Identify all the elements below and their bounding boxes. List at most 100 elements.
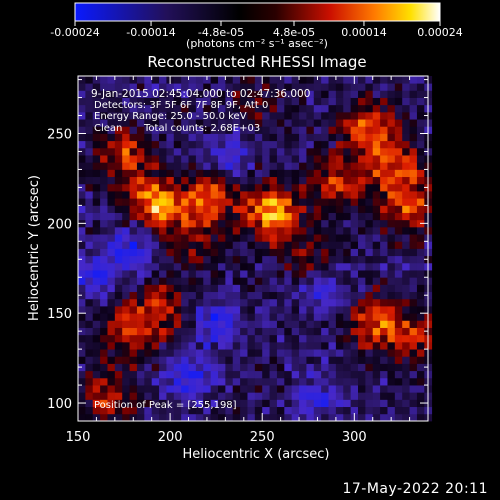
heatmap-cell [129,147,138,156]
heatmap-cell [409,363,418,372]
heatmap-cell [78,133,86,142]
heatmap-cell [188,262,197,271]
heatmap-cell [203,219,212,228]
colorbar [74,2,441,22]
heatmap-cell [321,241,329,249]
heatmap-cell [299,241,307,249]
heatmap-cell [188,298,197,307]
heatmap-cell [313,133,322,142]
heatmap-cell [269,327,278,336]
heatmap-cell [387,212,396,221]
heatmap-cell [181,363,189,372]
heatmap-cell [284,140,293,149]
heatmap-cell [306,133,315,142]
heatmap-cell [225,176,234,185]
heatmap-cell [181,191,189,199]
heatmap-cell [328,392,337,400]
heatmap-cell [181,205,189,213]
heatmap-cell [276,97,285,106]
heatmap-cell [203,399,212,408]
heatmap-cell [313,377,322,386]
heatmap-cell [306,262,315,271]
x-tick-label: 250 [250,430,275,445]
heatmap-cell [85,111,94,120]
heatmap-cell [181,126,189,134]
heatmap-cell [232,349,241,357]
heatmap-cell [350,191,359,199]
heatmap-cell [188,406,197,415]
heatmap-cell [78,298,86,307]
heatmap-cell [232,147,241,156]
heatmap-cell [321,306,329,314]
heatmap-cell [380,183,388,192]
heatmap-cell [284,377,293,386]
heatmap-cell [225,119,234,127]
heatmap-cell [247,133,256,142]
heatmap-cell [402,76,410,84]
heatmap-cell [402,226,410,235]
heatmap-cell [335,356,344,364]
heatmap-cell [151,140,160,149]
heatmap-cell [181,356,189,364]
heatmap-cell [254,147,263,156]
heatmap-cell [122,392,130,400]
heatmap-cell [210,169,219,178]
heatmap-cell [144,241,153,249]
heatmap-cell [284,341,293,350]
heatmap-cell [416,270,425,278]
heatmap-cell [247,126,256,134]
heatmap-cell [365,191,374,199]
heatmap-cell [328,313,337,321]
heatmap-cell [313,313,322,321]
heatmap-cell [409,327,418,336]
heatmap-cell [129,169,138,178]
heatmap-cell [107,363,116,372]
heatmap-cell [269,255,278,264]
heatmap-cell [254,219,263,228]
heatmap-cell [343,169,352,178]
heatmap-cell [114,370,123,379]
heatmap-cell [328,298,337,307]
heatmap-cell [159,169,167,178]
heatmap-cell [335,313,344,321]
heatmap-cell [247,198,256,206]
heatmap-cell [328,320,337,328]
heatmap-cell [409,255,418,264]
heatmap-cell [350,83,359,91]
heatmap-cell [100,370,108,379]
heatmap-cell [232,133,241,142]
heatmap-cell [358,76,366,84]
heatmap-cell [402,255,410,264]
heatmap-cell [269,155,278,163]
heatmap-cell [144,392,153,400]
heatmap-cell [151,392,160,400]
heatmap-cell [78,205,86,213]
heatmap-cell [358,205,366,213]
heatmap-cell [210,320,219,328]
heatmap-cell [195,83,204,91]
heatmap-cell [276,334,285,343]
heatmap-cell [269,277,278,285]
heatmap-cell [313,119,322,127]
heatmap-cell [269,90,278,98]
heatmap-cell [166,392,175,400]
heatmap-cell [85,334,94,343]
heatmap-cell [210,277,219,285]
y-tick-label: 250 [47,128,72,143]
heatmap-cell [195,255,204,264]
heatmap-cell [240,320,248,328]
heatmap-cell [151,155,160,163]
heatmap-cell [173,313,182,321]
heatmap-cell [218,76,226,84]
heatmap-cell [136,97,145,106]
heatmap-cell [136,399,145,408]
heatmap-cell [151,320,160,328]
heatmap-cell [188,119,197,127]
heatmap-cell [232,104,241,113]
heatmap-cell [114,255,123,264]
heatmap-cell [85,155,94,163]
heatmap-cell [306,255,315,264]
heatmap-cell [291,119,300,127]
heatmap-cell [409,306,418,314]
heatmap-cell [210,306,219,314]
